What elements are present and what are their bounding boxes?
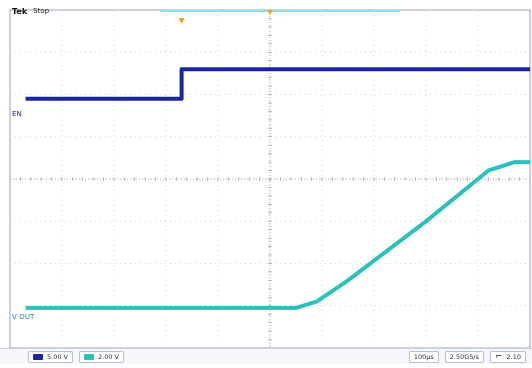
- reference-marker: [267, 10, 273, 15]
- ch1-scale: 5.00 V: [47, 352, 68, 361]
- traces: [25, 67, 530, 310]
- timebase: 100µs: [413, 352, 434, 361]
- ch2-swatch-icon: [84, 353, 94, 360]
- brand-label: Tek: [12, 6, 28, 16]
- timebase-chip[interactable]: 100µs: [408, 350, 439, 363]
- markers: [178, 10, 273, 24]
- status-header: Tek Stop: [12, 4, 49, 18]
- ch1-scale-chip[interactable]: 5.00 V: [28, 350, 73, 363]
- status-bar: 5.00 V 2.00 V 100µs 2.50GS/s ⌐ 2.10: [0, 348, 532, 364]
- ch2-scale-chip[interactable]: 2.00 V: [79, 350, 124, 363]
- ch2-trace-label: V OUT: [12, 313, 35, 321]
- trigger-edge-icon: ⌐: [494, 351, 503, 362]
- trigger-level: 2.10: [506, 352, 521, 361]
- ch2-scale: 2.00 V: [98, 352, 119, 361]
- run-state-label: Stop: [33, 7, 50, 15]
- ch1-trace: [25, 67, 530, 101]
- trigger-position-marker: [178, 18, 185, 24]
- ch2-trace: [25, 160, 530, 310]
- trigger-chip[interactable]: ⌐ 2.10: [489, 350, 526, 363]
- sample-rate: 2.50GS/s: [449, 352, 479, 361]
- sample-rate-chip[interactable]: 2.50GS/s: [444, 350, 484, 363]
- ch1-swatch-icon: [33, 353, 43, 360]
- ch1-trace-label: EN: [12, 110, 22, 118]
- graticule: [9, 9, 531, 349]
